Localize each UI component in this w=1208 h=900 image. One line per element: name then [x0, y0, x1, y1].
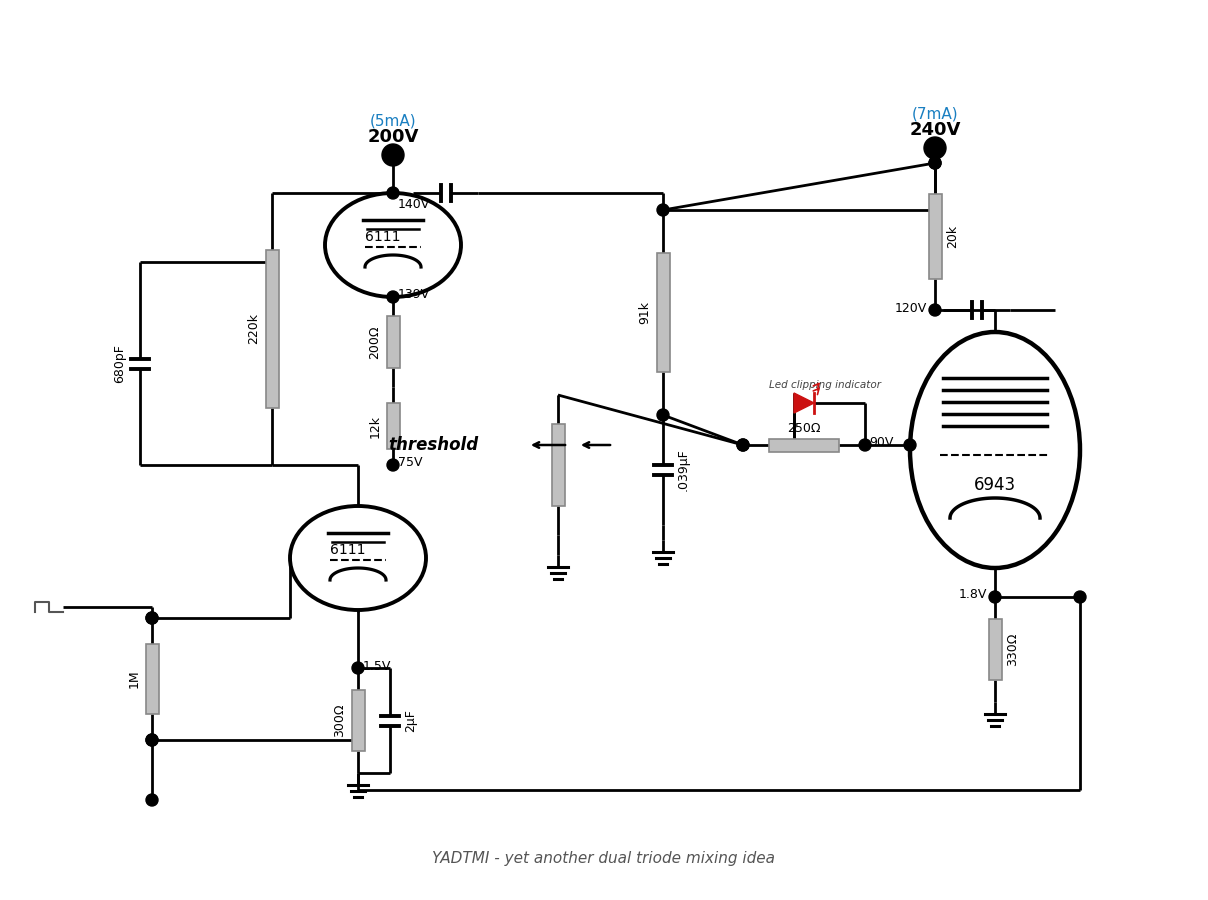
- FancyBboxPatch shape: [988, 619, 1001, 680]
- Text: 75V: 75V: [397, 456, 423, 470]
- Circle shape: [924, 137, 946, 159]
- Text: 220k: 220k: [248, 313, 261, 345]
- FancyBboxPatch shape: [552, 425, 564, 506]
- Circle shape: [859, 439, 871, 451]
- Circle shape: [657, 409, 669, 421]
- Circle shape: [146, 734, 158, 746]
- Circle shape: [146, 734, 158, 746]
- Text: 200V: 200V: [367, 128, 419, 146]
- Text: 330Ω: 330Ω: [1006, 633, 1020, 666]
- FancyBboxPatch shape: [352, 690, 365, 751]
- FancyBboxPatch shape: [145, 644, 158, 715]
- Text: 140V: 140V: [397, 198, 430, 211]
- Circle shape: [382, 144, 403, 166]
- FancyBboxPatch shape: [266, 250, 279, 408]
- Circle shape: [989, 591, 1001, 603]
- Polygon shape: [794, 393, 814, 413]
- Circle shape: [929, 304, 941, 316]
- Text: 139V: 139V: [397, 289, 430, 302]
- Circle shape: [737, 439, 749, 451]
- Circle shape: [1074, 591, 1086, 603]
- Text: 6943: 6943: [974, 476, 1016, 494]
- Text: 20k: 20k: [947, 225, 959, 248]
- Text: 1M: 1M: [128, 670, 140, 688]
- Text: 680pF: 680pF: [114, 344, 126, 382]
- Text: 6111: 6111: [330, 543, 366, 557]
- Text: 12k: 12k: [368, 415, 382, 437]
- Text: 2μF: 2μF: [403, 709, 417, 732]
- Circle shape: [146, 612, 158, 624]
- Circle shape: [657, 204, 669, 216]
- Text: 90V: 90V: [869, 436, 894, 449]
- Text: YADTMI - yet another dual triode mixing idea: YADTMI - yet another dual triode mixing …: [432, 850, 776, 866]
- Text: Led clipping indicator: Led clipping indicator: [769, 380, 881, 390]
- Text: 300Ω: 300Ω: [333, 704, 347, 737]
- FancyBboxPatch shape: [929, 194, 941, 279]
- Text: .039μF: .039μF: [676, 448, 690, 491]
- FancyBboxPatch shape: [656, 253, 669, 372]
- Text: 200Ω: 200Ω: [368, 325, 382, 359]
- Text: 250Ω: 250Ω: [788, 421, 820, 435]
- Circle shape: [387, 459, 399, 471]
- FancyBboxPatch shape: [387, 316, 400, 368]
- Text: 91k: 91k: [639, 301, 651, 324]
- Text: (7mA): (7mA): [912, 106, 958, 122]
- FancyBboxPatch shape: [387, 403, 400, 448]
- Text: 240V: 240V: [910, 121, 960, 139]
- Circle shape: [146, 612, 158, 624]
- Circle shape: [387, 291, 399, 303]
- FancyBboxPatch shape: [768, 438, 840, 452]
- Text: (5mA): (5mA): [370, 113, 417, 129]
- Text: threshold: threshold: [388, 436, 478, 454]
- Circle shape: [929, 157, 941, 169]
- Circle shape: [146, 794, 158, 806]
- Circle shape: [387, 187, 399, 199]
- Text: 1.8V: 1.8V: [959, 589, 987, 601]
- Text: 120V: 120V: [895, 302, 927, 314]
- Circle shape: [737, 439, 749, 451]
- Circle shape: [929, 157, 941, 169]
- Text: 1.5V: 1.5V: [362, 660, 391, 672]
- Circle shape: [904, 439, 916, 451]
- Circle shape: [352, 662, 364, 674]
- Text: 6111: 6111: [365, 230, 401, 244]
